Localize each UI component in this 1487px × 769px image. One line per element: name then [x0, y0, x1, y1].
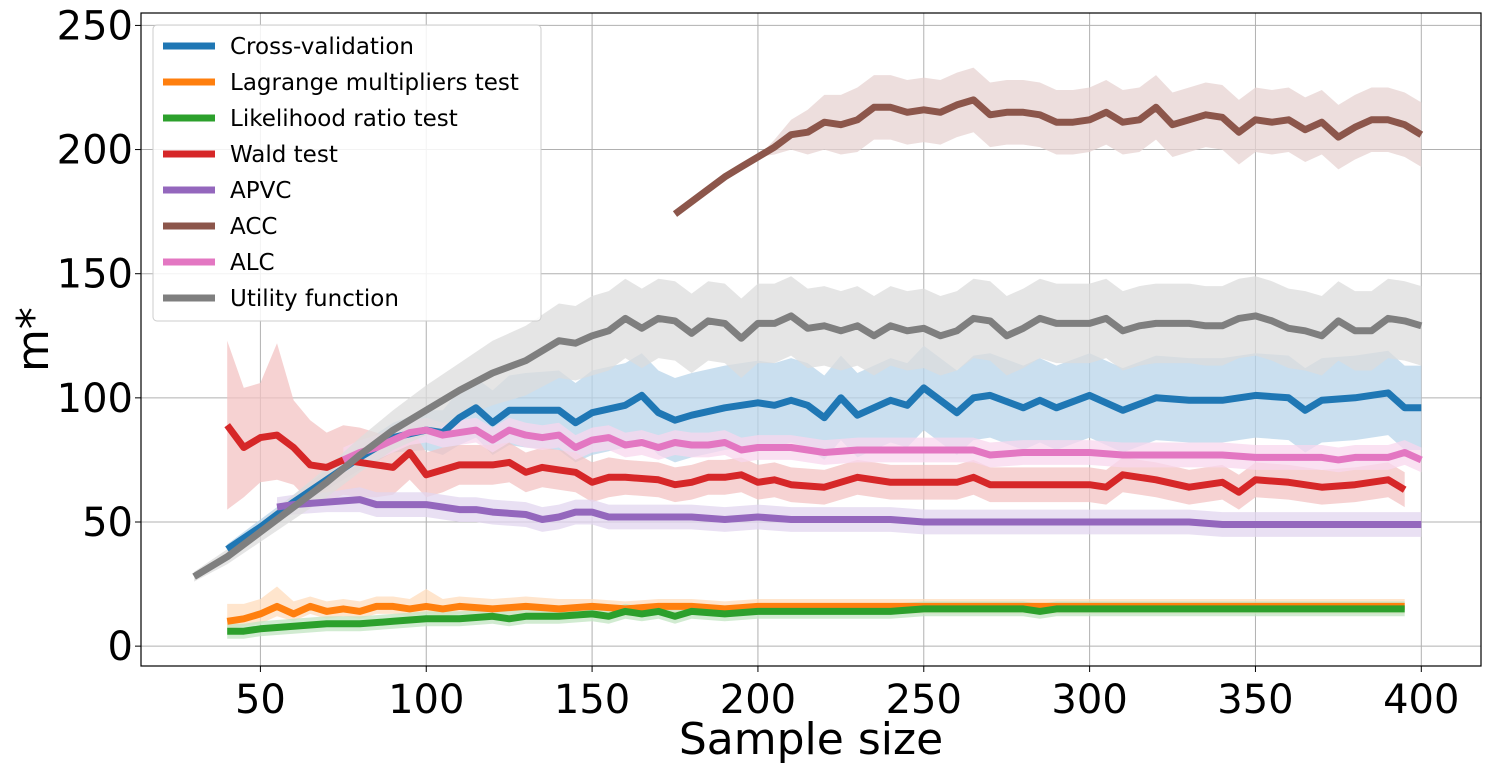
y-axis-label: m*: [8, 307, 59, 372]
legend-label-cross-validation: Cross-validation: [230, 34, 414, 60]
x-tick-label: 350: [1217, 677, 1293, 723]
likelihood-ratio-test-line: [227, 605, 1405, 635]
y-tick-label: 100: [57, 376, 133, 422]
plot-frame: [140, 12, 1482, 667]
x-tick-label: 50: [235, 677, 286, 723]
x-tick-label: 100: [388, 677, 464, 723]
legend-label-likelihood-ratio-test: Likelihood ratio test: [230, 106, 458, 132]
y-tick-label: 50: [82, 500, 133, 546]
y-tick-label: 150: [57, 252, 133, 298]
cross-validation-line: [225, 384, 1422, 553]
x-tick-label: 300: [1051, 677, 1127, 723]
legend-label-utility-function: Utility function: [230, 286, 399, 312]
x-tick-label: 200: [720, 677, 796, 723]
y-tick-label: 0: [108, 624, 133, 670]
legend-label-alc: ALC: [230, 250, 275, 276]
legend: Cross-validation Lagrange multipliers tes…: [152, 24, 542, 322]
series-lines: [192, 96, 1424, 635]
utility-function-band: [194, 276, 1422, 582]
x-tick-label: 250: [886, 677, 962, 723]
legend-label-wald-test: Wald test: [230, 142, 338, 168]
alc-band: [343, 417, 1422, 473]
legend-box: [152, 24, 542, 322]
y-tick-label: 200: [57, 128, 133, 174]
wald-test-line: [224, 423, 1407, 496]
y-tick-label: 250: [57, 3, 133, 49]
acc-line: [672, 96, 1424, 217]
legend-label-acc: ACC: [230, 214, 277, 240]
utility-function-line: [192, 312, 1423, 580]
alc-line: [341, 426, 1423, 464]
x-axis-label: Sample size: [679, 714, 943, 765]
x-tick-label: 150: [554, 677, 630, 723]
legend-label-apvc: APVC: [230, 178, 291, 204]
acc-band: [675, 67, 1422, 215]
apvc-line: [276, 496, 1422, 528]
legend-label-lagrange-multipliers-test: Lagrange multipliers test: [230, 70, 519, 96]
x-tick-label: 400: [1383, 677, 1459, 723]
axis-ticks: 50 100 150 200 250 300 350 400 0 50 100 150 200 250: [57, 3, 1460, 723]
